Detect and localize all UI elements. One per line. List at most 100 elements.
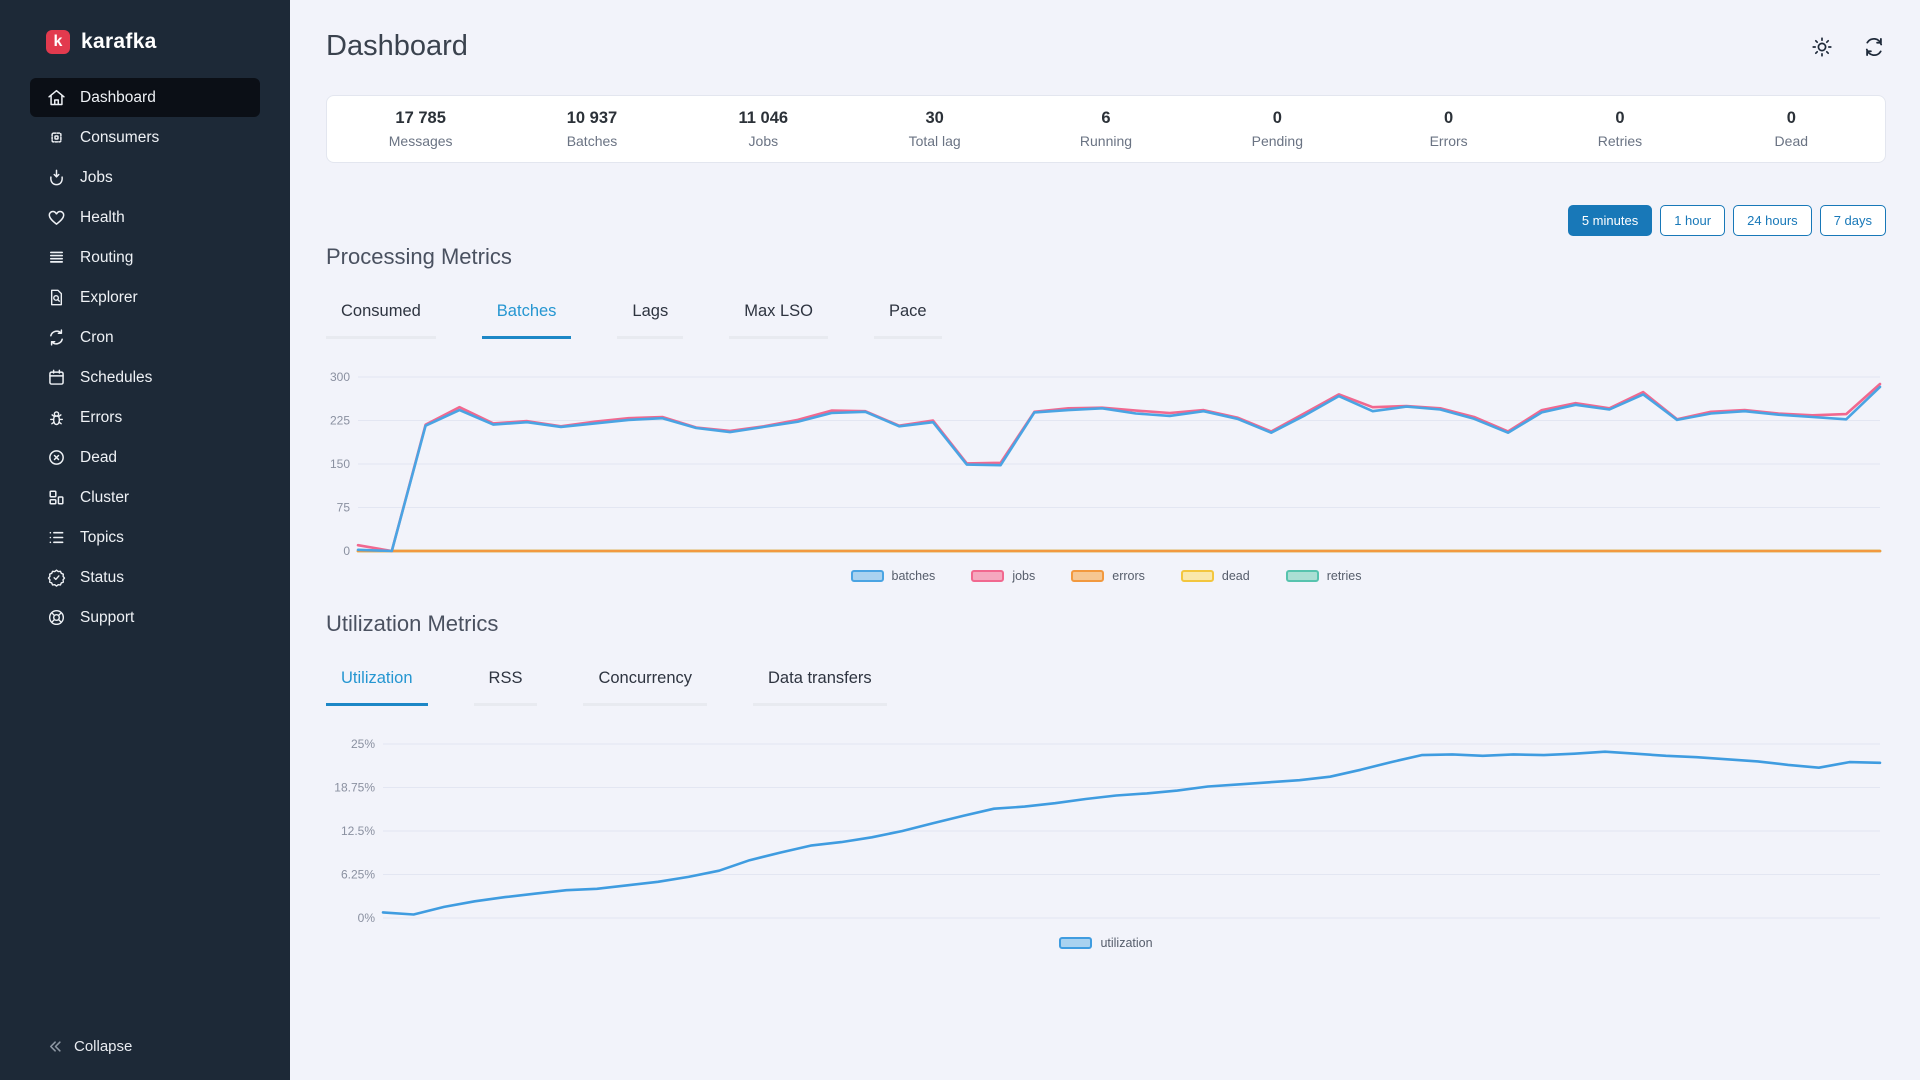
- utilization-chart-legend: utilization: [326, 936, 1886, 950]
- tab-max-lso[interactable]: Max LSO: [729, 296, 828, 339]
- time-range-1-hour[interactable]: 1 hour: [1660, 205, 1726, 236]
- time-range-24-hours[interactable]: 24 hours: [1733, 205, 1812, 236]
- sidebar-item-label: Topics: [80, 528, 124, 546]
- sidebar-item-label: Jobs: [80, 168, 113, 186]
- processing-tabs: Consumed Batches Lags Max LSO Pace: [326, 296, 1886, 339]
- sidebar-nav: Dashboard Consumers Jobs Health Routing: [0, 78, 290, 637]
- doc-search-icon: [46, 287, 67, 308]
- stat-value: 0: [1444, 109, 1454, 127]
- summary-stats-card: 17 785 Messages 10 937 Batches 11 046 Jo…: [326, 95, 1886, 163]
- stat-errors: 0 Errors: [1363, 109, 1534, 149]
- legend-swatch: [971, 570, 1005, 582]
- sidebar-item-dead[interactable]: Dead: [30, 438, 260, 477]
- y-tick-label: 0: [343, 544, 350, 558]
- sidebar: k karafka Dashboard Consumers Jobs Healt…: [0, 0, 290, 1080]
- sidebar-item-support[interactable]: Support: [30, 598, 260, 637]
- sidebar-item-topics[interactable]: Topics: [30, 518, 260, 557]
- series-utilization: [381, 750, 1882, 916]
- sidebar-item-status[interactable]: Status: [30, 558, 260, 597]
- legend-swatch: [1285, 570, 1319, 582]
- stat-value: 10 937: [566, 109, 618, 127]
- home-icon: [46, 87, 67, 108]
- stat-value: 0: [1786, 109, 1796, 127]
- time-range-label: 24 hours: [1747, 213, 1798, 228]
- legend-label: jobs: [1012, 569, 1036, 583]
- tab-rss[interactable]: RSS: [473, 663, 538, 706]
- sidebar-item-label: Schedules: [80, 368, 153, 386]
- time-range-5-minutes[interactable]: 5 minutes: [1567, 205, 1653, 236]
- stat-label: Running: [1079, 133, 1133, 149]
- y-tick-label: 225: [330, 414, 350, 428]
- legend-label: errors: [1112, 569, 1145, 583]
- tab-data-transfers[interactable]: Data transfers: [753, 663, 887, 706]
- tab-label: Utilization: [341, 669, 413, 687]
- legend-utilization[interactable]: utilization: [1059, 936, 1153, 950]
- badge-check-icon: [46, 567, 67, 588]
- sidebar-collapse-button[interactable]: Collapse: [0, 1023, 290, 1080]
- sidebar-item-label: Dead: [80, 448, 118, 466]
- legend-label: retries: [1326, 569, 1362, 583]
- legend-jobs[interactable]: jobs: [971, 569, 1035, 583]
- tab-label: RSS: [488, 669, 523, 687]
- sidebar-item-schedules[interactable]: Schedules: [30, 358, 260, 397]
- chevrons-left-icon: [46, 1037, 65, 1056]
- legend-swatch: [1059, 937, 1093, 949]
- list-icon: [46, 527, 67, 548]
- cluster-icon: [46, 487, 67, 508]
- sidebar-item-cluster[interactable]: Cluster: [30, 478, 260, 517]
- tab-batches[interactable]: Batches: [481, 296, 572, 339]
- sidebar-item-cron[interactable]: Cron: [30, 318, 260, 357]
- main-content: Dashboard 17 785 Messages 10 937 Batches…: [290, 0, 1920, 1080]
- sidebar-item-label: Errors: [80, 408, 123, 426]
- stat-retries: 0 Retries: [1534, 109, 1705, 149]
- tab-label: Concurrency: [598, 669, 693, 687]
- jobs-icon: [46, 167, 67, 188]
- time-range-7-days[interactable]: 7 days: [1819, 205, 1886, 236]
- sidebar-item-jobs[interactable]: Jobs: [30, 158, 260, 197]
- processing-chart-legend: batches jobs errors dead retries: [326, 569, 1886, 583]
- y-tick-label: 150: [330, 457, 350, 471]
- theme-toggle-button[interactable]: [1810, 35, 1834, 59]
- tab-utilization[interactable]: Utilization: [326, 663, 428, 706]
- tab-label: Pace: [888, 302, 927, 320]
- sidebar-item-routing[interactable]: Routing: [30, 238, 260, 277]
- sidebar-item-errors[interactable]: Errors: [30, 398, 260, 437]
- legend-label: dead: [1221, 569, 1250, 583]
- legend-dead[interactable]: dead: [1180, 569, 1250, 583]
- sidebar-item-health[interactable]: Health: [30, 198, 260, 237]
- page-title: Dashboard: [326, 30, 468, 62]
- refresh-button[interactable]: [1862, 35, 1886, 59]
- sidebar-item-label: Status: [80, 568, 124, 586]
- tab-pace[interactable]: Pace: [873, 296, 942, 339]
- y-tick-label: 18.75%: [334, 781, 375, 795]
- sidebar-item-label: Consumers: [80, 128, 160, 146]
- legend-errors[interactable]: errors: [1071, 569, 1145, 583]
- legend-batches[interactable]: batches: [850, 569, 936, 583]
- cycle-icon: [46, 327, 67, 348]
- tab-label: Lags: [632, 302, 669, 320]
- legend-label: batches: [891, 569, 936, 583]
- page-header: Dashboard: [326, 30, 1886, 63]
- sidebar-item-dashboard[interactable]: Dashboard: [30, 78, 260, 117]
- stat-value: 30: [925, 109, 944, 127]
- processing-chart: 300 225 150 75 0: [330, 370, 1882, 558]
- sidebar-item-consumers[interactable]: Consumers: [30, 118, 260, 157]
- legend-swatch: [1180, 570, 1214, 582]
- chip-icon: [46, 127, 67, 148]
- tab-lags[interactable]: Lags: [617, 296, 684, 339]
- tab-consumed[interactable]: Consumed: [326, 296, 436, 339]
- stat-pending: 0 Pending: [1192, 109, 1363, 149]
- sidebar-item-explorer[interactable]: Explorer: [30, 278, 260, 317]
- sidebar-item-label: Explorer: [80, 288, 138, 306]
- y-tick-label: 75: [337, 501, 351, 515]
- stat-label: Batches: [566, 133, 618, 149]
- series-batches: [356, 385, 1882, 553]
- stat-label: Jobs: [748, 133, 779, 149]
- tab-concurrency[interactable]: Concurrency: [583, 663, 708, 706]
- tab-label: Batches: [496, 302, 557, 320]
- sidebar-item-label: Routing: [80, 248, 134, 266]
- legend-swatch: [1071, 570, 1105, 582]
- stat-label: Dead: [1774, 133, 1809, 149]
- legend-retries[interactable]: retries: [1285, 569, 1362, 583]
- app-logo[interactable]: k karafka: [0, 0, 290, 78]
